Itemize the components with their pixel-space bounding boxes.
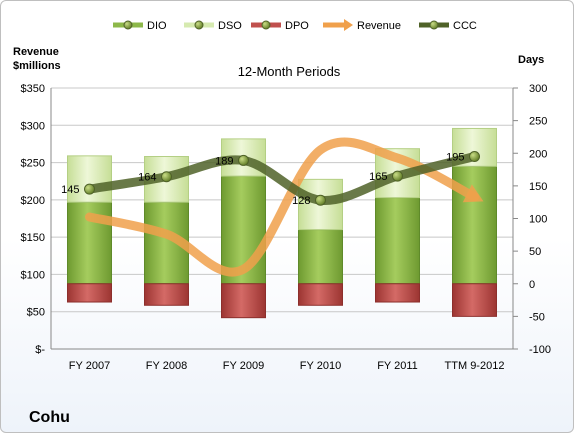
bar-dpo	[452, 283, 497, 317]
left-tick-label: $300	[21, 120, 45, 132]
bar-dpo	[221, 283, 266, 319]
ccc-data-label: 145	[61, 184, 79, 196]
category-label: FY 2008	[146, 360, 187, 372]
category-label: TTM 9-2012	[445, 360, 505, 372]
legend-label: DIO	[147, 20, 167, 32]
right-tick-label: 50	[529, 246, 541, 258]
chart-title: 12-Month Periods	[238, 64, 341, 79]
grid-lines	[51, 87, 513, 350]
bar-dpo	[67, 283, 112, 303]
ccc-data-label: 128	[292, 195, 310, 207]
bar-dpo	[298, 283, 343, 306]
legend-label: DPO	[285, 20, 309, 32]
legend-marker	[429, 20, 439, 30]
ccc-point	[315, 194, 326, 206]
revenue-line	[85, 137, 479, 277]
right-tick-label: -100	[529, 344, 551, 356]
left-tick-label: $100	[21, 269, 45, 281]
bar-dpo	[375, 283, 420, 303]
bar-dpo	[144, 283, 189, 306]
left-axis-label-line2: $millions	[13, 60, 61, 72]
right-tick-label: 0	[529, 279, 535, 291]
revenue-arrowhead	[462, 184, 484, 203]
left-tick-label: $250	[21, 158, 45, 170]
right-tick-label: 150	[529, 181, 547, 193]
category-label: FY 2009	[223, 360, 264, 372]
right-tick-label: 300	[529, 83, 547, 95]
series-lines	[84, 137, 484, 277]
left-tick-label: $200	[21, 195, 45, 207]
ccc-data-label: 164	[138, 172, 156, 184]
left-tick-label: $150	[21, 232, 45, 244]
ccc-data-label: 165	[369, 171, 387, 183]
legend-marker	[123, 20, 133, 30]
legend-marker	[261, 20, 271, 30]
ccc-point	[84, 183, 95, 195]
ccc-point	[392, 170, 403, 182]
ccc-point	[469, 151, 480, 163]
ccc-data-label: 195	[446, 152, 464, 164]
left-axis-label-line1: Revenue	[13, 46, 59, 58]
company-name: Cohu	[29, 409, 70, 426]
ccc-data-label: 189	[215, 155, 233, 167]
right-tick-label: -50	[529, 311, 545, 323]
ccc-point	[161, 171, 172, 183]
right-axis-label: Days	[518, 54, 544, 66]
category-label: FY 2010	[300, 360, 341, 372]
axes: $- $50 $100 $150 $200 $250 $300 $350 -100 -50 0 50 1…	[21, 83, 552, 372]
legend-label: CCC	[453, 20, 477, 32]
legend: DIO DSO DPO Revenue CCC	[113, 19, 477, 32]
left-tick-label: $50	[27, 307, 45, 319]
bar-dio	[375, 197, 420, 285]
right-tick-label: 100	[529, 214, 547, 226]
legend-marker	[194, 20, 204, 30]
data-labels: 145 164 189 128 165 195	[61, 152, 464, 208]
category-label: FY 2007	[69, 360, 110, 372]
category-label: FY 2011	[377, 360, 418, 372]
left-tick-label: $350	[21, 83, 45, 95]
legend-label: Revenue	[357, 20, 401, 32]
right-tick-label: 250	[529, 116, 547, 128]
legend-arrowhead	[344, 19, 353, 31]
ccc-point	[238, 154, 249, 166]
bar-dio	[298, 229, 343, 285]
right-tick-label: 200	[529, 148, 547, 160]
bar-dso	[67, 155, 112, 203]
left-tick-label: $-	[35, 344, 45, 356]
legend-label: DSO	[218, 20, 242, 32]
